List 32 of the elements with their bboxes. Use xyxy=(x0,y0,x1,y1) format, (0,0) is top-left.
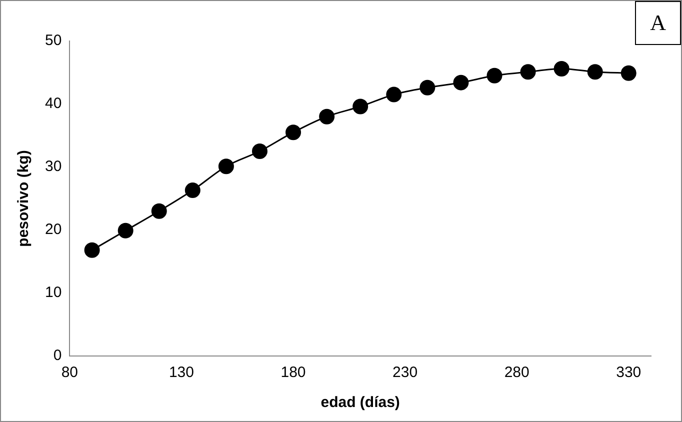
point xyxy=(386,86,402,102)
x-tick-label: 180 xyxy=(280,364,306,382)
y-axis-title: pesovivo (kg) xyxy=(15,150,32,247)
y-tick-label: 40 xyxy=(44,95,62,112)
point xyxy=(184,182,200,198)
y-tick-label: 50 xyxy=(44,32,62,50)
x-tick-label: 230 xyxy=(392,364,418,382)
y-tick-label: 20 xyxy=(44,221,62,238)
x-tick-label: 130 xyxy=(168,364,194,382)
point xyxy=(620,65,636,81)
y-tick-label: 10 xyxy=(44,284,62,302)
x-tick-label: 80 xyxy=(61,364,78,382)
point xyxy=(84,242,100,258)
point xyxy=(151,203,167,219)
x-tick-label: 280 xyxy=(504,364,530,382)
point xyxy=(453,74,469,90)
point xyxy=(286,124,302,140)
point xyxy=(520,64,536,80)
y-tick-label: 0 xyxy=(53,347,62,364)
point xyxy=(218,158,234,174)
point xyxy=(486,68,502,84)
point xyxy=(352,98,368,114)
point xyxy=(554,60,570,76)
point xyxy=(587,64,603,80)
point xyxy=(319,108,335,124)
text: A xyxy=(635,1,681,45)
point xyxy=(118,222,134,238)
y-tick-label: 30 xyxy=(44,158,62,176)
x-tick-label: 330 xyxy=(616,364,642,382)
point xyxy=(252,144,268,159)
point xyxy=(420,80,436,96)
x-axis-title: edad (días) xyxy=(320,394,400,412)
